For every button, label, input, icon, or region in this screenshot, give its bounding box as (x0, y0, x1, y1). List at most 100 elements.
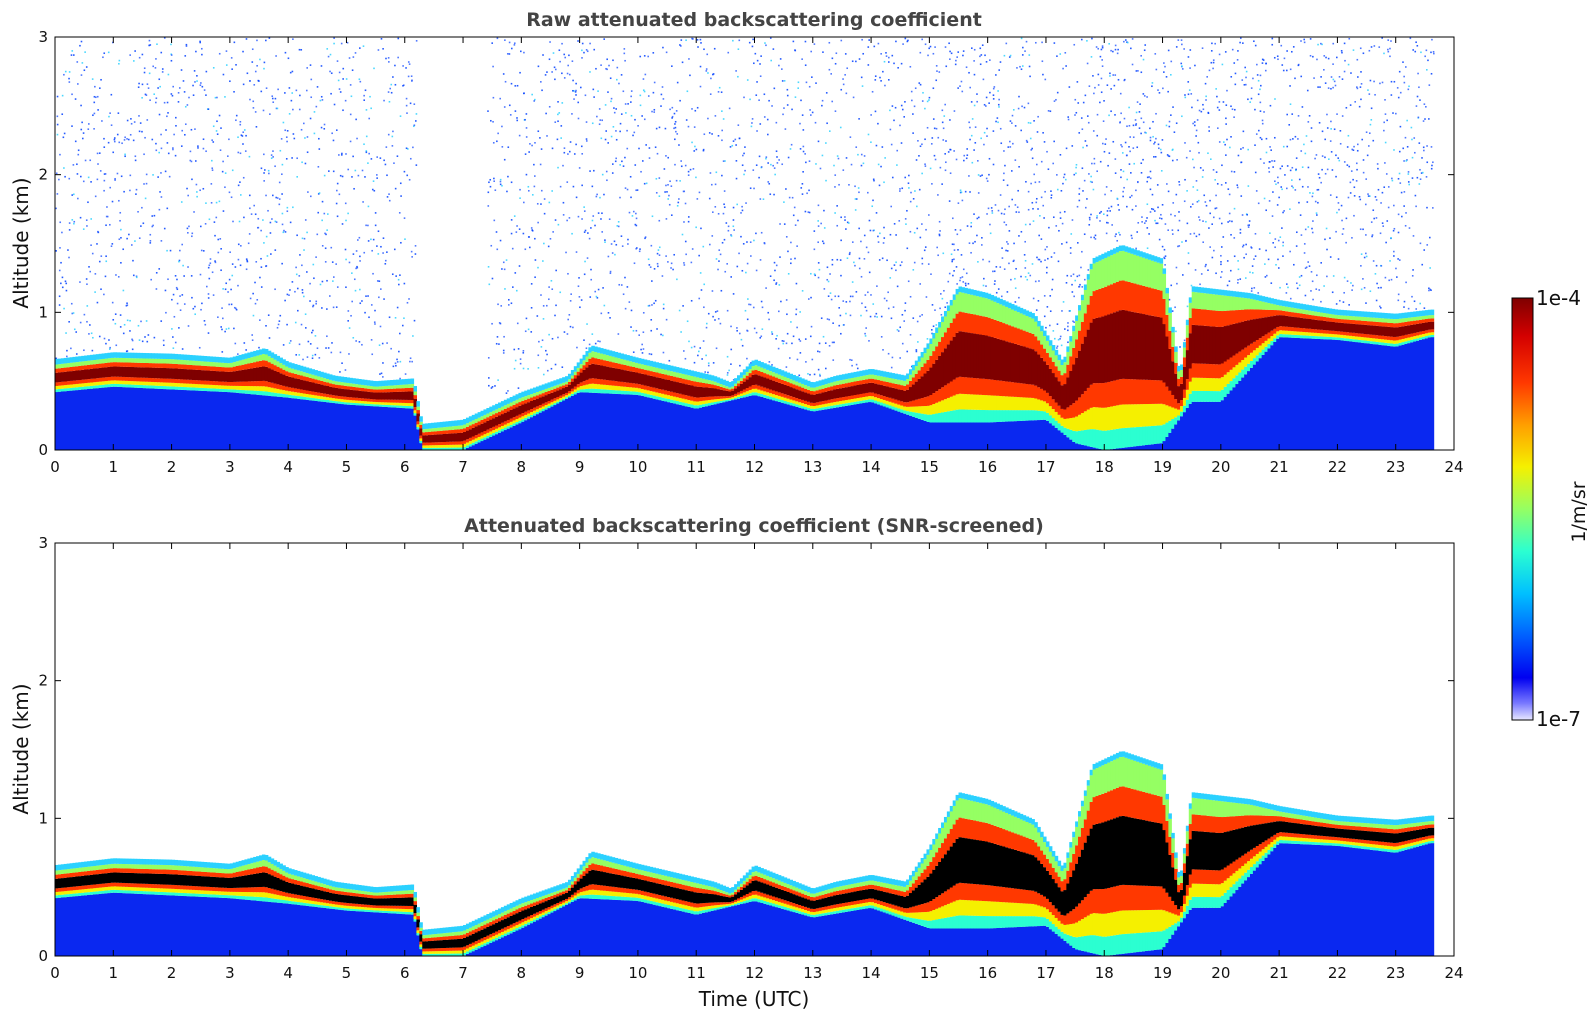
cloud-layer-segment (276, 384, 281, 389)
cloud-layer-segment (611, 367, 616, 381)
cloud-layer-segment (518, 414, 522, 418)
noise-speck (523, 92, 525, 95)
cloud-layer-segment (798, 405, 802, 408)
noise-speck (267, 314, 270, 317)
noise-speck (304, 219, 307, 221)
noise-speck (175, 124, 177, 127)
noise-speck (842, 300, 845, 302)
noise-speck (804, 153, 806, 155)
cloud-layer-segment (611, 356, 616, 363)
noise-speck (554, 363, 557, 366)
noise-speck (880, 80, 882, 82)
noise-speck (286, 140, 288, 143)
noise-speck (741, 344, 744, 347)
cloud-layer-segment (818, 407, 823, 411)
layer-edge (911, 364, 916, 371)
noise-speck (72, 164, 75, 166)
cloud-layer-segment (465, 430, 470, 440)
cloud-layer-segment (366, 398, 371, 402)
cloud-layer-segment (78, 365, 82, 371)
noise-speck (855, 60, 857, 63)
cloud-layer-segment (393, 391, 397, 400)
cloud-layer-segment (291, 395, 295, 399)
aerosol-column (229, 392, 234, 450)
aerosol-column (369, 406, 374, 450)
noise-speck (629, 175, 632, 178)
cloud-layer-segment (390, 402, 394, 406)
noise-speck (297, 309, 299, 312)
noise-speck (861, 85, 864, 87)
noise-speck (799, 311, 801, 313)
noise-speck (881, 146, 884, 148)
noise-speck (158, 113, 161, 116)
aerosol-column (136, 387, 141, 450)
noise-speck (364, 89, 367, 92)
cloud-layer-segment (742, 381, 747, 390)
noise-speck (314, 353, 317, 356)
noise-speck (359, 47, 361, 49)
noise-speck (407, 148, 409, 150)
layer-edge (448, 421, 452, 427)
noise-speck (75, 331, 78, 333)
noise-speck (295, 273, 298, 276)
cloud-layer-segment (550, 389, 554, 393)
layer-edge (678, 367, 683, 374)
cloud-layer-segment (608, 385, 613, 390)
cloud-layer-segment (209, 381, 213, 385)
noise-speck (492, 141, 495, 144)
cloud-layer-segment (704, 387, 709, 397)
cloud-layer-segment (337, 398, 342, 402)
noise-speck (124, 153, 126, 156)
noise-speck (750, 255, 752, 257)
aerosol-column (241, 393, 246, 450)
noise-speck (332, 280, 334, 282)
noise-speck (256, 39, 258, 42)
noise-speck (370, 304, 373, 306)
cloud-layer-segment (87, 360, 91, 365)
cloud-layer-segment (84, 361, 88, 366)
noise-speck (584, 94, 587, 97)
noise-speck (114, 179, 116, 181)
cloud-layer-segment (594, 383, 598, 389)
noise-speck (279, 314, 282, 317)
noise-speck (938, 233, 941, 236)
cloud-layer-segment (279, 393, 283, 397)
layer-edge (157, 353, 161, 359)
noise-speck (356, 266, 359, 269)
noise-speck (513, 44, 516, 46)
cloud-layer-segment (888, 401, 893, 406)
cloud-layer-segment (841, 403, 846, 407)
cloud-layer-segment (92, 382, 97, 386)
cloud-layer-segment (101, 358, 106, 364)
cloud-layer-segment (419, 440, 423, 444)
noise-speck (919, 315, 921, 318)
noise-speck (214, 261, 217, 264)
noise-speck (794, 257, 796, 260)
layer-edge (833, 376, 837, 382)
noise-speck (882, 349, 884, 351)
noise-speck (741, 209, 744, 212)
noise-speck (60, 282, 62, 285)
noise-speck (311, 354, 314, 357)
noise-speck (680, 165, 683, 168)
noise-speck (249, 98, 251, 101)
noise-speck (380, 288, 382, 290)
cloud-layer-segment (719, 386, 724, 390)
noise-speck (932, 325, 935, 328)
noise-speck (797, 87, 800, 89)
noise-speck (800, 99, 802, 102)
noise-speck (760, 166, 763, 168)
noise-speck (851, 60, 854, 63)
cloud-layer-segment (897, 384, 901, 390)
cloud-layer-segment (299, 371, 304, 376)
layer-edge (393, 379, 397, 386)
noise-speck (723, 206, 726, 209)
cloud-layer-segment (171, 382, 176, 387)
noise-speck (306, 136, 309, 138)
cloud-layer-segment (454, 444, 458, 448)
noise-speck (342, 78, 344, 80)
noise-speck (630, 101, 632, 103)
noise-speck (538, 340, 540, 343)
noise-speck (531, 93, 533, 96)
noise-speck (525, 127, 528, 129)
